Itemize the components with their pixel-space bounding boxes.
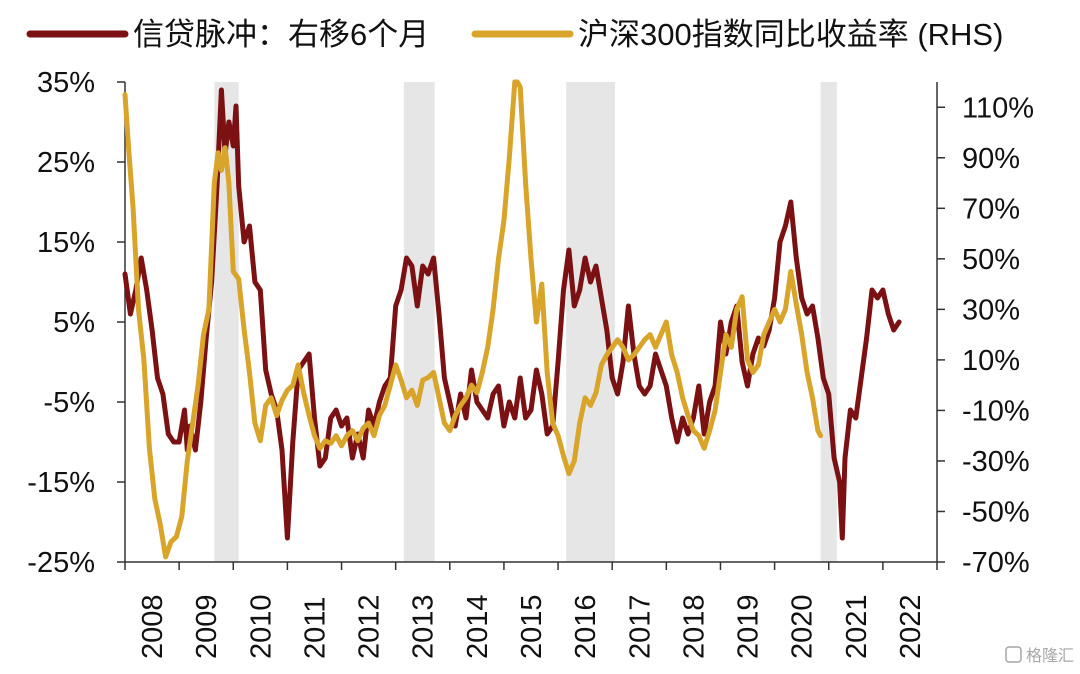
x-tick-label: 2018 — [678, 594, 710, 659]
x-tick-label: 2017 — [624, 594, 656, 659]
x-tick-label: 2009 — [191, 594, 223, 659]
shaded-period-1 — [403, 82, 435, 562]
x-tick-label: 2021 — [841, 594, 873, 659]
watermark-text: 格隆汇 — [1026, 647, 1074, 665]
right-tick-label: -70% — [962, 547, 1030, 579]
x-tick-label: 2010 — [245, 594, 277, 659]
left-tick-label: 35% — [37, 67, 95, 99]
left-tick-label: 15% — [37, 227, 95, 259]
left-tick-label: 25% — [37, 147, 95, 179]
legend-item-csi300-yoy: 沪深300指数同比收益率 (RHS) — [471, 17, 1003, 52]
legend-label-credit-impulse: 信贷脉冲：右移6个月 — [133, 17, 429, 52]
x-tick-label: 2016 — [570, 594, 602, 659]
watermark-logo-icon — [1005, 646, 1022, 663]
left-tick-label: -5% — [43, 387, 95, 419]
left-tick-label: 5% — [53, 307, 95, 339]
x-axis-ticks: 2008 2009 2010 2011 2012 2013 2014 2015 2016 2017… — [124, 562, 938, 659]
x-tick-label: 2011 — [299, 597, 331, 659]
x-tick-label: 2020 — [787, 594, 819, 659]
legend-label-csi300-yoy: 沪深300指数同比收益率 (RHS) — [578, 17, 1003, 52]
x-tick-label: 2014 — [462, 594, 494, 659]
right-tick-label: -30% — [962, 446, 1030, 478]
right-tick-label: 110% — [962, 92, 1034, 124]
left-y-axis-ticks: 35% 25% 15% 5% -5% -15% -25% — [27, 67, 125, 579]
x-tick-label: 2015 — [516, 594, 548, 659]
right-tick-label: 10% — [962, 345, 1020, 377]
x-tick-label: 2008 — [137, 594, 169, 659]
right-tick-label: -10% — [962, 395, 1030, 427]
right-tick-label: 30% — [962, 294, 1020, 326]
shaded-period-3 — [820, 82, 837, 562]
x-tick-label: 2013 — [408, 594, 440, 659]
x-tick-label: 2012 — [354, 594, 386, 659]
right-tick-label: -50% — [962, 496, 1030, 528]
right-tick-label: 90% — [962, 143, 1020, 175]
x-tick-label: 2019 — [733, 594, 765, 659]
left-tick-label: -15% — [27, 467, 95, 499]
right-tick-label: 70% — [962, 193, 1020, 225]
series-lines — [122, 79, 902, 560]
right-tick-label: 50% — [962, 244, 1020, 276]
legend: 信贷脉冲：右移6个月 沪深300指数同比收益率 (RHS) — [26, 17, 1003, 52]
left-tick-label: -25% — [27, 547, 95, 579]
x-tick-label: 2022 — [895, 594, 927, 659]
right-y-axis-ticks: 110% 90% 70% 50% 30% 10% -10% -30% -50% -70% — [937, 92, 1034, 579]
legend-item-credit-impulse: 信贷脉冲：右移6个月 — [26, 17, 429, 52]
series-line-csi300-yoy — [122, 79, 824, 560]
watermark: 格隆汇 — [1005, 646, 1074, 665]
